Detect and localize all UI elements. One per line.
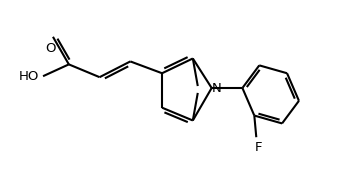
Text: F: F: [254, 141, 262, 153]
Text: N: N: [212, 81, 222, 95]
Text: O: O: [46, 42, 56, 55]
Text: HO: HO: [19, 70, 39, 83]
